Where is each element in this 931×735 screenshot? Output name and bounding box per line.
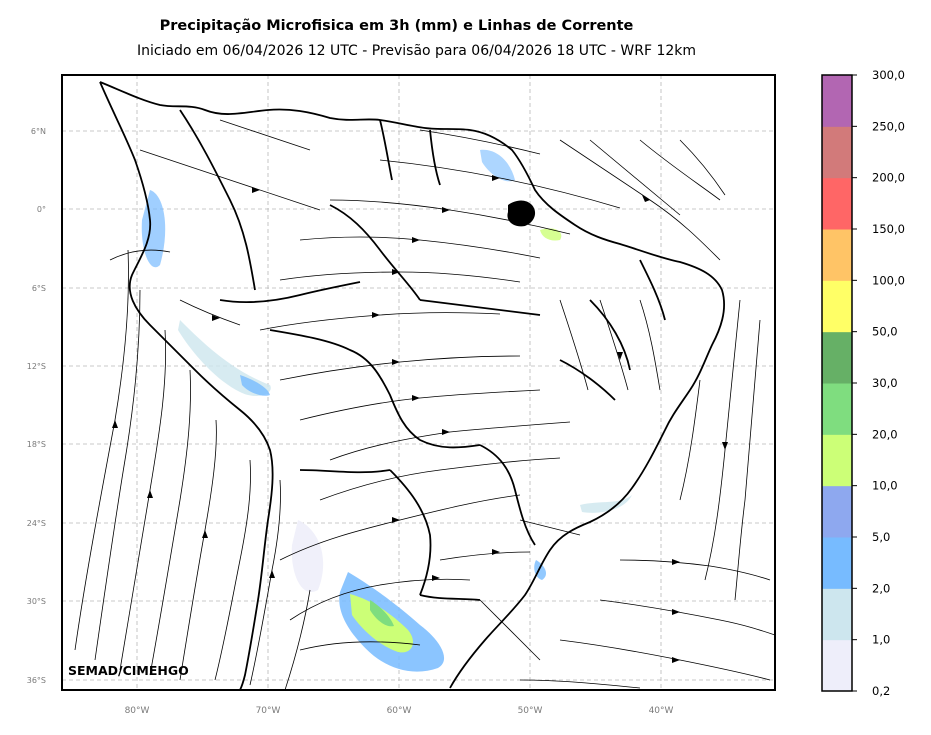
longitude-labels: 80°W 70°W 60°W 50°W 40°W	[125, 706, 674, 716]
lat-tick-label: 36°S	[27, 676, 46, 685]
colorbar	[822, 75, 852, 692]
lat-tick-label: 6°N	[31, 127, 46, 136]
lat-tick-label: 18°S	[27, 440, 46, 449]
colorbar-tick-label: 100,0	[872, 273, 905, 287]
colorbar-tick-label: 250,0	[872, 119, 905, 133]
colorbar-tick-label: 0,2	[872, 684, 890, 698]
colorbar-tick-label: 1,0	[872, 633, 890, 647]
colorbar-segment	[822, 537, 852, 589]
colorbar-segment	[822, 485, 852, 538]
colorbar-tick-label: 300,0	[872, 68, 905, 82]
map-gridlines	[62, 75, 775, 690]
streamlines	[74, 119, 775, 690]
latitude-labels: 6°N 0° 6°S 12°S 18°S 24°S 30°S 36°S	[27, 127, 46, 685]
precipitation-field	[141, 149, 632, 672]
colorbar-segment	[822, 639, 852, 692]
colorbar-segment	[822, 383, 852, 435]
lon-tick-label: 50°W	[518, 706, 543, 716]
colorbar-tick-label: 150,0	[872, 222, 905, 236]
colorbar-tick-label: 2,0	[872, 581, 890, 595]
colorbar-segment	[822, 280, 852, 333]
map-title: Precipitação Microfisica em 3h (mm) e Li…	[159, 18, 634, 34]
amazon-delta	[507, 200, 536, 227]
lon-tick-label: 40°W	[649, 706, 674, 716]
colorbar-tick-label: 10,0	[872, 479, 898, 493]
lat-tick-label: 12°S	[27, 362, 46, 371]
map-frame	[61, 74, 776, 691]
lon-tick-label: 60°W	[387, 706, 412, 716]
colorbar-segment	[822, 434, 852, 487]
colorbar-segment	[822, 126, 852, 179]
colorbar-segment	[822, 331, 852, 384]
colorbar-segment	[822, 75, 852, 127]
colorbar-segment	[822, 588, 852, 641]
lon-tick-label: 80°W	[125, 706, 150, 716]
lat-tick-label: 0°	[37, 205, 46, 214]
colorbar-tick-label: 200,0	[872, 171, 905, 185]
lon-tick-label: 70°W	[256, 706, 281, 716]
lat-tick-label: 30°S	[27, 597, 46, 606]
colorbar-tick-label: 50,0	[872, 325, 898, 339]
map-subtitle: Iniciado em 06/04/2026 12 UTC - Previsão…	[136, 43, 697, 59]
lat-tick-label: 6°S	[32, 284, 46, 293]
colorbar-tick-label: 5,0	[872, 530, 890, 544]
colorbar-labels: 0,2 1,0 2,0 5,0 10,0 20,0 30,0 50,0 100,0 150,0 20…	[852, 68, 905, 698]
colorbar-tick-label: 30,0	[872, 376, 898, 390]
colorbar-segment	[822, 229, 852, 281]
lat-tick-label: 24°S	[27, 519, 46, 528]
colorbar-segment	[822, 177, 852, 230]
credit-label: SEMAD/CIMEHGO	[68, 663, 189, 678]
country-borders	[99, 81, 725, 690]
colorbar-tick-label: 20,0	[872, 427, 898, 441]
streamline-arrows	[112, 175, 728, 663]
